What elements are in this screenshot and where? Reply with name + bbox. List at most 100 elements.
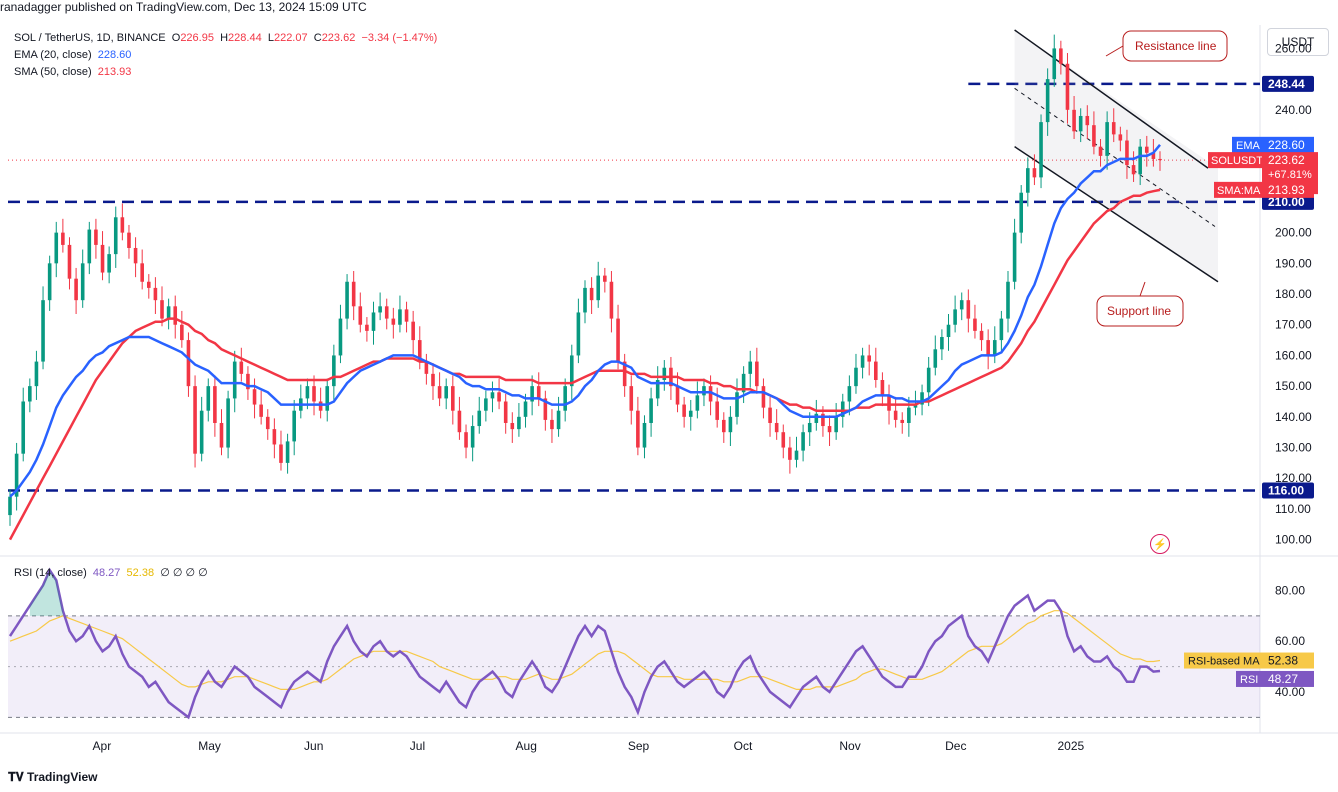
sma-legend[interactable]: SMA (50, close) 213.93 xyxy=(14,66,131,78)
price-tick-label: 260.00 xyxy=(1275,41,1312,55)
candle-body xyxy=(477,410,482,427)
candle-body xyxy=(675,386,680,405)
candle-body xyxy=(47,263,52,301)
candle-body xyxy=(265,416,270,430)
resistance-annotation: Resistance line xyxy=(1135,39,1217,53)
rsi-tick-label: 40.00 xyxy=(1275,685,1305,699)
rsi-ma-tag-name-bg xyxy=(1184,652,1262,669)
rsi-tag-value: 48.27 xyxy=(1268,672,1298,686)
candle-body xyxy=(688,410,693,417)
candle-body xyxy=(854,367,858,387)
candle-body xyxy=(807,422,812,433)
resistance-annotation-pointer xyxy=(1105,45,1124,57)
candle-body xyxy=(318,401,323,411)
candle-body xyxy=(54,232,59,264)
candle-body xyxy=(880,380,885,396)
candle-body xyxy=(801,432,805,451)
candle-body xyxy=(761,386,766,408)
candle-body xyxy=(603,275,607,282)
price-tick-label: 240.00 xyxy=(1275,103,1312,117)
candle-body xyxy=(596,275,601,301)
price-tick-label: 140.00 xyxy=(1275,410,1312,424)
candle-body xyxy=(953,309,957,325)
time-tick-label: Jul xyxy=(410,739,425,753)
candle-body xyxy=(345,281,349,319)
candle-body xyxy=(834,416,838,433)
candle-body xyxy=(748,361,753,374)
time-tick-label: Dec xyxy=(945,739,966,753)
candle-body xyxy=(378,306,382,313)
time-tick-label: 2025 xyxy=(1057,739,1084,753)
candle-body xyxy=(411,321,415,341)
support-annotation-pointer xyxy=(1139,281,1146,297)
candle-body xyxy=(900,419,905,423)
candle-body xyxy=(146,281,151,288)
rsi-label: RSI (14, close) xyxy=(14,567,87,579)
candle-body xyxy=(517,416,521,430)
time-tick-label: Oct xyxy=(734,739,753,753)
ema-legend[interactable]: EMA (20, close) 228.60 xyxy=(14,49,131,61)
candle-body xyxy=(755,361,759,387)
candle-body xyxy=(721,419,726,433)
candle-body xyxy=(907,407,911,423)
candle-body xyxy=(840,401,845,417)
candle-body xyxy=(464,432,468,448)
low-label: L xyxy=(267,32,274,44)
candle-body xyxy=(431,373,435,387)
level-tag-bg xyxy=(1262,193,1314,210)
candle-body xyxy=(140,263,144,282)
rsi-legend-value: 48.27 xyxy=(92,567,121,579)
candle-body xyxy=(510,422,515,430)
candle-body xyxy=(887,395,891,411)
candle-body xyxy=(1039,122,1043,178)
candle-body xyxy=(642,422,647,448)
level-tag-bg xyxy=(1262,75,1314,92)
candle-body xyxy=(285,441,290,463)
candle-body xyxy=(206,386,211,411)
candle-body xyxy=(543,398,548,420)
flash-icon[interactable]: ⚡ xyxy=(1150,534,1170,554)
candle-body xyxy=(219,422,224,448)
candle-body xyxy=(338,318,343,356)
rsi-line xyxy=(8,567,1161,720)
sma-tag-bg xyxy=(1262,181,1314,198)
candle-body xyxy=(874,361,878,380)
candle-body xyxy=(259,404,263,417)
candle-body xyxy=(166,306,171,319)
level-tag-label: 210.00 xyxy=(1268,195,1305,209)
close-value: 223.62 xyxy=(321,32,356,44)
rsi-tick-label: 60.00 xyxy=(1275,634,1305,648)
candle-body xyxy=(484,398,488,411)
candle-body xyxy=(398,309,402,325)
candle-body xyxy=(1032,168,1037,178)
candle-body xyxy=(893,410,898,420)
rsi-ma-legend-value: 52.38 xyxy=(126,567,155,579)
candle-body xyxy=(67,244,72,279)
candle-body xyxy=(609,281,614,319)
candle-body xyxy=(213,386,217,423)
rsi-legend[interactable]: RSI (14, close) 48.27 52.38 ∅ ∅ ∅ ∅ xyxy=(14,566,208,579)
candle-body xyxy=(444,386,449,399)
candle-body xyxy=(153,287,158,301)
price-tick-label: 130.00 xyxy=(1275,441,1312,455)
support-annotation: Support line xyxy=(1107,304,1171,318)
candle-body xyxy=(173,306,178,325)
candle-body xyxy=(1111,122,1116,135)
candle-body xyxy=(1098,146,1103,156)
candle-body xyxy=(821,413,825,427)
candle-body xyxy=(1072,109,1076,132)
tradingview-logo-text: TradingView xyxy=(27,770,98,784)
candle-body xyxy=(424,361,429,374)
candle-body xyxy=(986,340,990,356)
rsi-tag-name-bg xyxy=(1236,670,1262,687)
ema-tag-bg xyxy=(1262,136,1314,153)
candle-body xyxy=(451,386,455,411)
price-tick-label: 100.00 xyxy=(1275,533,1312,547)
candle-body xyxy=(616,318,620,362)
candle-body xyxy=(735,392,739,417)
rsi-overbought-fill xyxy=(29,570,63,616)
currency-button[interactable]: USDT xyxy=(1267,28,1329,56)
candle-body xyxy=(94,229,98,245)
candle-body xyxy=(292,410,296,442)
